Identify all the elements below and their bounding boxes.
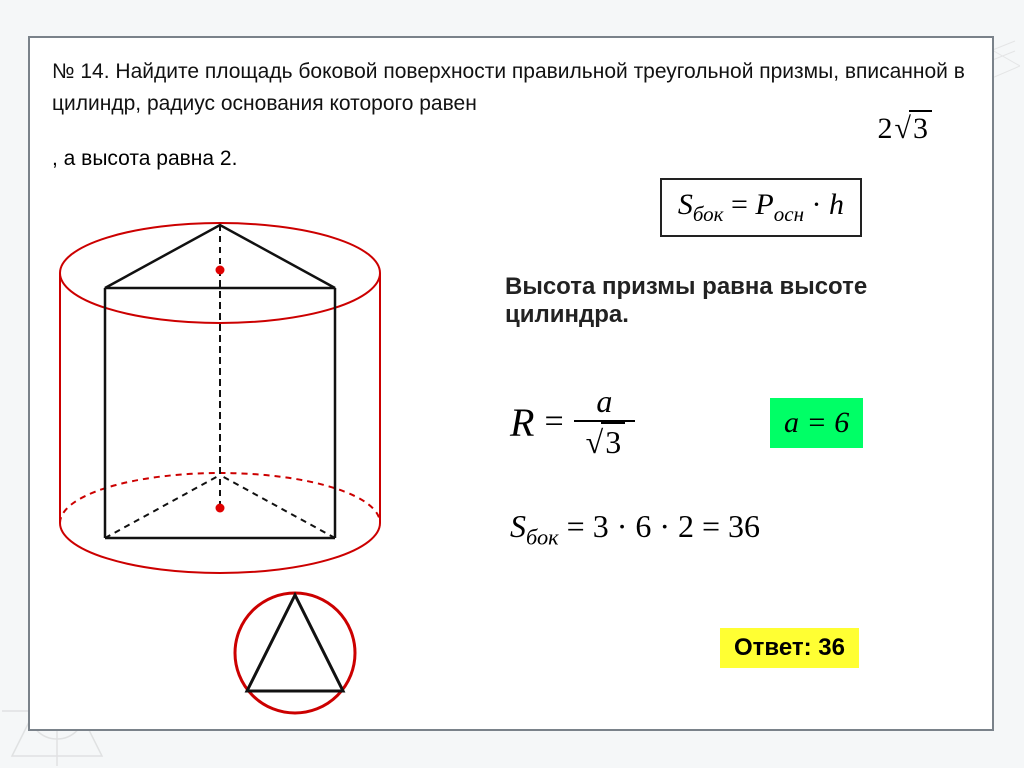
R-num: a — [596, 383, 612, 419]
fb-S-sub: бок — [693, 202, 724, 226]
lateral-area-formula: Sбок = Pосн · h — [660, 178, 862, 237]
slide: № 14. Найдите площадь боковой поверхност… — [0, 0, 1024, 768]
circumscribed-triangle-diagram — [225, 583, 365, 723]
answer-label: Ответ: 36 — [720, 628, 859, 668]
fb-h: h — [829, 188, 844, 221]
problem-number: № 14. — [52, 60, 110, 83]
fb-dot: · — [812, 188, 830, 221]
fb-eq: = — [731, 188, 755, 221]
a-result: a = 6 — [770, 398, 863, 448]
problem-text: Найдите площадь боковой поверхности прав… — [52, 60, 965, 115]
height-text: , а высота равна 2. — [52, 147, 970, 171]
main-diagram-wrapper — [40, 193, 420, 608]
R-den: 3 — [601, 422, 625, 461]
height-note: Высота призмы равна высоте цилиндра. — [505, 273, 955, 329]
R-symbol: R — [510, 399, 534, 446]
problem-statement: № 14. Найдите площадь боковой поверхност… — [52, 56, 970, 119]
circumradius-formula: R = a 3 — [510, 383, 635, 461]
content-box: № 14. Найдите площадь боковой поверхност… — [28, 36, 994, 731]
s-calc-sub: бок — [526, 524, 559, 549]
radius-radicand: 3 — [909, 110, 932, 146]
radius-coeff: 2 — [878, 112, 893, 145]
fb-P: P — [755, 188, 773, 221]
s-calc: Sбок = 3 · 6 · 2 = 36 — [510, 508, 760, 550]
cylinder-prism-diagram — [40, 193, 420, 603]
radius-expression: 23 — [878, 110, 932, 146]
s-calc-S: S — [510, 508, 526, 544]
small-diagram-wrapper — [225, 583, 365, 728]
s-calc-rhs: = 3 · 6 · 2 = 36 — [559, 508, 760, 544]
a-result-wrapper: a = 6 — [770, 398, 863, 448]
fb-S: S — [678, 188, 693, 221]
answer-wrapper: Ответ: 36 — [720, 628, 859, 668]
fb-P-sub: осн — [774, 202, 804, 226]
formula-box-wrapper: Sбок = Pосн · h — [660, 178, 862, 237]
R-eq: = — [544, 403, 563, 441]
